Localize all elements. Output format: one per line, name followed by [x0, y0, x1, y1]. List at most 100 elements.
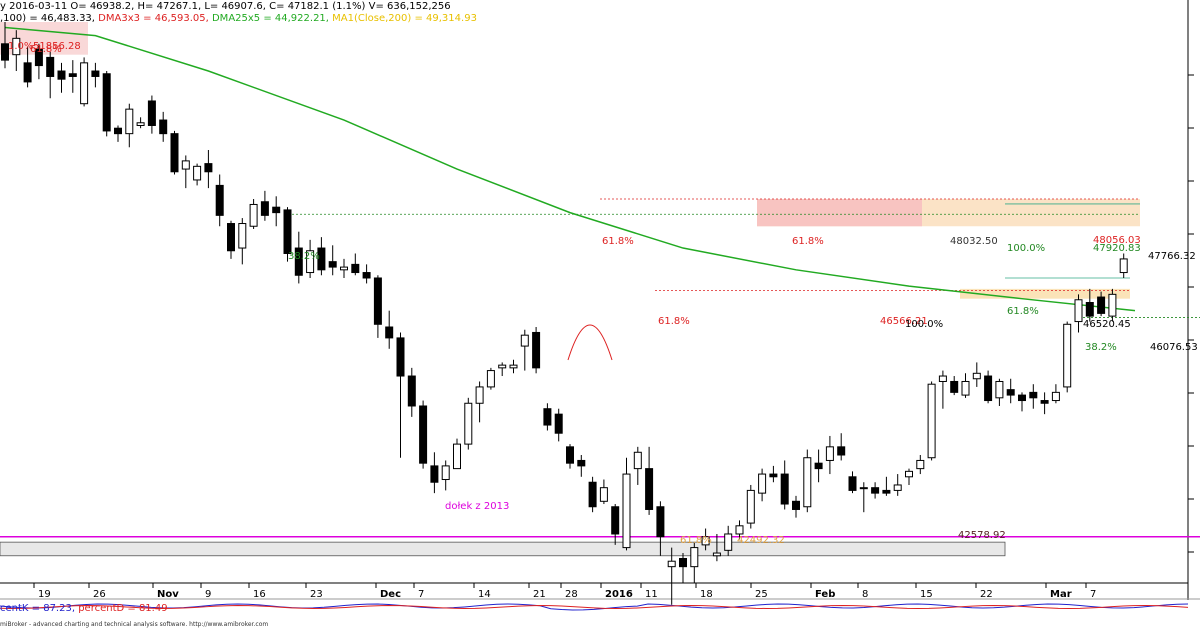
candle-body-down [362, 272, 371, 279]
candle-body-up [12, 37, 21, 56]
chart-annotation: 100.0% [1007, 243, 1045, 254]
candle-body-up [927, 383, 936, 459]
candle-body-down [215, 184, 224, 216]
candle-body-down [588, 481, 597, 508]
candle-body-up [464, 402, 473, 445]
candle-body-up [701, 536, 710, 546]
chart-annotation: 47766.32 [1148, 251, 1196, 262]
candle-body-up [509, 364, 518, 369]
ma200-line [4, 26, 1136, 312]
candle-body-down [1097, 296, 1106, 314]
candle-body-up [181, 160, 190, 170]
candle-body-down [260, 201, 269, 216]
date-axis-label: 19 [38, 589, 51, 600]
candle-body-down [385, 326, 394, 339]
candle-body-up [475, 386, 484, 404]
chart-annotation: 61.8% [602, 236, 634, 247]
candle-body-up [249, 203, 258, 227]
chart-annotation: 38.2% [1085, 342, 1117, 353]
date-axis-label: 15 [920, 589, 933, 600]
fib-zone-lower [960, 288, 1130, 299]
candle-body-down [204, 163, 213, 173]
candle-body-down [396, 337, 405, 377]
date-axis-label: 21 [533, 589, 546, 600]
candle-body-up [803, 457, 812, 508]
chart-annotation: 46520.45 [1083, 319, 1131, 330]
candle-body-up [746, 489, 755, 524]
candle-body-up [972, 372, 981, 380]
candle-body-down [656, 506, 665, 538]
date-axis-label: 8 [862, 589, 868, 600]
chart-annotation: 48032.50 [950, 236, 998, 247]
candle-body-up [724, 533, 733, 551]
candle-body-up [825, 446, 834, 461]
chart-annotation: 61.8% [658, 316, 690, 327]
candle-body-up [633, 451, 642, 470]
candle-body-down [114, 127, 122, 135]
date-axis-label: 23 [310, 589, 323, 600]
candle-body-up [758, 473, 767, 494]
candle-body-down [780, 473, 789, 505]
date-axis-label: 22 [980, 589, 993, 600]
footer-credit: miBroker - advanced charting and technic… [0, 621, 269, 628]
candle-body-up [916, 459, 925, 470]
candle-body-down [68, 73, 77, 77]
chart-annotation: 47920.83 [1093, 243, 1141, 254]
date-axis-label: 2016 [605, 589, 633, 600]
candle-body-down [1006, 389, 1015, 396]
candle-body-up [859, 487, 868, 490]
fib-zone-upper-red [757, 199, 922, 227]
candle-body-up [441, 465, 450, 481]
candle-body-down [34, 48, 43, 67]
candle-body-up [80, 62, 89, 105]
percent-d-line [0, 604, 1189, 610]
candle-body-down [577, 459, 586, 467]
date-axis-label: 18 [700, 589, 713, 600]
candle-body-down [1, 43, 9, 61]
candle-body-down [871, 487, 880, 494]
chart-annotation: dołek z 2013 [445, 501, 509, 512]
candle-body-up [1108, 293, 1117, 317]
candle-body-up [1074, 299, 1083, 323]
chart-annotation: 46566.21 [880, 316, 928, 327]
candle-body-down [792, 500, 800, 510]
candle-body-down [543, 408, 552, 426]
candle-body-down [814, 462, 823, 470]
chart-annotation: 100.0% [905, 319, 943, 330]
candle-body-down [1085, 302, 1094, 317]
candle-body-down [984, 375, 993, 402]
candle-body-up [995, 380, 1004, 399]
candle-body-up [125, 108, 134, 135]
date-axis-label: Dec [380, 589, 401, 600]
oscillator-legend: centK = 87.23, percentD = 81.49 [0, 603, 168, 615]
candle-body-down [91, 70, 100, 77]
candle-body-down [611, 506, 620, 535]
chart-header-line2: ,100) = 46,483.33, DMA3x3 = 46,593.05, D… [0, 13, 477, 25]
candle-body-down [554, 413, 563, 434]
candle-body-up [961, 380, 970, 396]
candle-body-down [102, 73, 111, 132]
candle-body-up [340, 266, 348, 271]
chart-annotation: 61.8% [680, 535, 712, 546]
chart-annotation: 1.0% [8, 41, 33, 52]
candle-body-down [848, 476, 857, 491]
chart-annotation: 46076.53 [1150, 342, 1198, 353]
date-axis-label: 14 [478, 589, 491, 600]
candle-body-up [622, 473, 631, 549]
candle-body-down [57, 70, 66, 80]
candle-body-down [1040, 400, 1049, 404]
date-axis-label: 26 [93, 589, 106, 600]
date-axis-label: Nov [157, 589, 179, 600]
candle-body-up [1063, 323, 1072, 388]
candle-body-up [498, 364, 507, 369]
candle-body-down [147, 100, 156, 126]
candle-body-down [317, 247, 326, 271]
chart-annotation: 61.8% [1007, 306, 1039, 317]
candle-body-down [283, 209, 292, 254]
date-axis-label: Mar [1050, 589, 1072, 600]
ma100-label: ,100) = 46,483.33, [0, 13, 95, 24]
candle-body-up [136, 122, 145, 126]
candle-body-up [1119, 258, 1128, 274]
date-axis-label: Feb [815, 589, 835, 600]
